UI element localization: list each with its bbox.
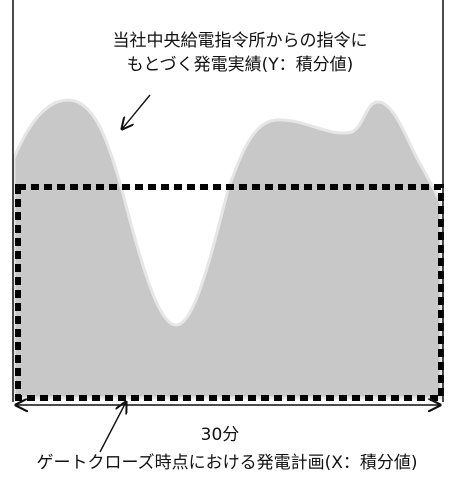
actual-label-line1: 当社中央給電指令所からの指令に: [112, 31, 368, 51]
plan-leader-arrow: [99, 402, 126, 453]
duration-label: 30分: [200, 425, 240, 445]
actual-generation-area: [12, 98, 443, 400]
actual-label-line2: もとづく発電実績(Y：積分値): [126, 55, 354, 75]
plan-label: ゲートクローズ時点における発電計画(X：積分値): [36, 453, 418, 473]
plan-dotted-rectangle: [15, 184, 444, 401]
actual-leader-arrow: [122, 94, 151, 129]
